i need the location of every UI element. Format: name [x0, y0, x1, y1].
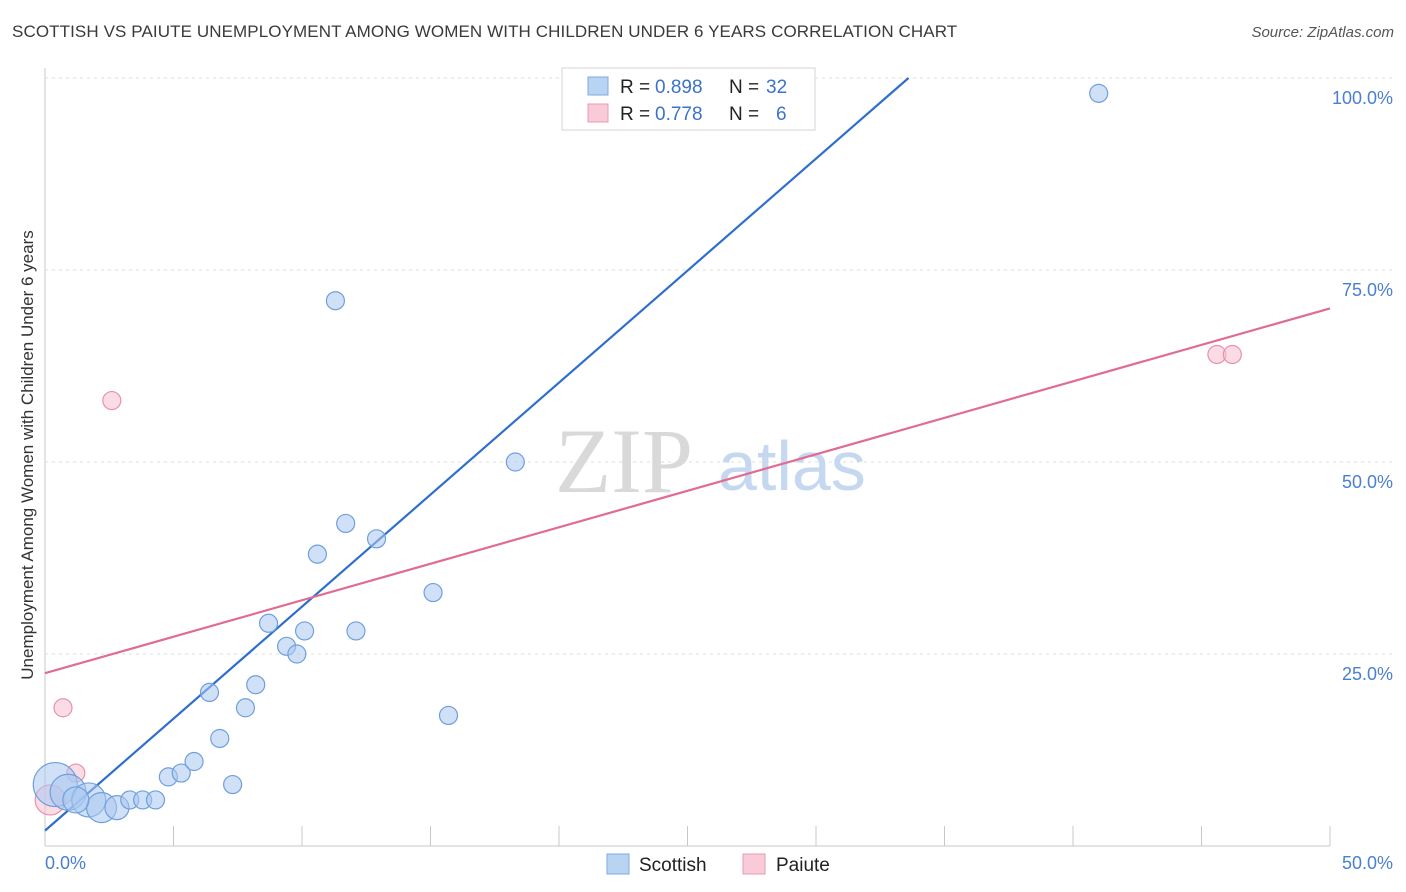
scottish-point-26[interactable] — [438, 705, 459, 726]
legend-entry-scottish[interactable]: R = 0.898 N = 32 — [587, 76, 787, 98]
legend-entry-paiute[interactable]: R = 0.778 N = 6 — [587, 103, 787, 125]
x-tick-marks — [173, 826, 1331, 846]
bottom-legend-label-paiute: Paiute — [776, 855, 830, 876]
scottish-point-27[interactable] — [505, 452, 525, 472]
paiute-trend-line — [44, 307, 1331, 675]
bottom-legend-label-scottish: Scottish — [639, 855, 707, 876]
bottom-legend-scottish[interactable]: Scottish — [606, 853, 707, 876]
scottish-point-11[interactable] — [199, 682, 220, 703]
trend-lines — [44, 77, 1331, 832]
legend-r-value-paiute: 0.778 — [655, 104, 703, 125]
x-tick-label-0: 0.0% — [45, 853, 86, 873]
y-tick-label-2: 75.0% — [1342, 280, 1393, 300]
scottish-point-23[interactable] — [346, 621, 366, 641]
bottom-legend-paiute[interactable]: Paiute — [742, 853, 830, 876]
scottish-point-22[interactable] — [336, 513, 356, 534]
watermark-atlas: atlas — [718, 427, 866, 505]
paiute-point-1[interactable] — [53, 698, 73, 718]
legend-swatch-scottish — [587, 76, 609, 96]
scottish-point-24[interactable] — [366, 529, 387, 549]
scottish-trend-line — [44, 77, 910, 832]
scottish-point-15[interactable] — [246, 675, 266, 695]
paiute-point-5[interactable] — [1222, 344, 1242, 365]
legend-n-label-paiute: N = — [729, 104, 759, 125]
x-tick-labels: 0.0% 50.0% — [45, 853, 1393, 873]
scottish-point-12[interactable] — [210, 728, 230, 749]
scottish-point-10[interactable] — [184, 751, 204, 772]
scottish-point-13[interactable] — [223, 774, 243, 795]
legend-n-label-scottish: N = — [729, 77, 759, 98]
scottish-point-18[interactable] — [287, 644, 307, 664]
legend-n-value-paiute: 6 — [776, 104, 787, 125]
chart-source: Source: ZipAtlas.com — [1251, 24, 1394, 41]
bottom-legend-swatch-paiute — [742, 853, 766, 875]
x-tick-label-1: 50.0% — [1342, 853, 1393, 873]
legend: R = 0.898 N = 32 R = 0.778 N = 6 — [561, 67, 816, 131]
watermark-zip: ZIP — [555, 410, 693, 512]
y-axis-label: Unemployment Among Women with Children U… — [18, 230, 37, 679]
scottish-point-7[interactable] — [145, 790, 166, 810]
bottom-legend: Scottish Paiute — [606, 853, 830, 876]
bottom-legend-swatch-scottish — [606, 853, 630, 875]
y-tick-label-3: 100.0% — [1332, 88, 1393, 108]
scottish-point-20[interactable] — [307, 544, 328, 564]
y-tick-label-0: 25.0% — [1342, 664, 1393, 684]
chart-title: SCOTTISH VS PAIUTE UNEMPLOYMENT AMONG WO… — [12, 22, 958, 41]
scottish-point-31[interactable] — [62, 786, 90, 814]
scottish-point-21[interactable] — [325, 291, 346, 311]
scottish-point-16[interactable] — [258, 613, 279, 633]
legend-r-label-paiute: R = — [620, 104, 650, 125]
legend-r-label-scottish: R = — [620, 77, 650, 98]
paiute-point-3[interactable] — [102, 390, 122, 411]
legend-r-value-scottish: 0.898 — [655, 77, 703, 98]
legend-n-value-scottish: 32 — [766, 77, 787, 98]
scottish-point-25[interactable] — [423, 582, 443, 603]
scottish-point-30[interactable] — [1089, 83, 1109, 103]
data-points — [32, 83, 1242, 824]
scottish-point-14[interactable] — [235, 698, 256, 718]
watermark: ZIP atlas — [555, 410, 866, 512]
scottish-point-9[interactable] — [171, 763, 191, 783]
legend-swatch-paiute — [587, 103, 609, 123]
y-tick-label-1: 50.0% — [1342, 472, 1393, 492]
grid — [45, 77, 1392, 655]
y-tick-labels: 25.0% 50.0% 75.0% 100.0% — [1332, 88, 1393, 684]
scottish-point-19[interactable] — [294, 621, 315, 641]
